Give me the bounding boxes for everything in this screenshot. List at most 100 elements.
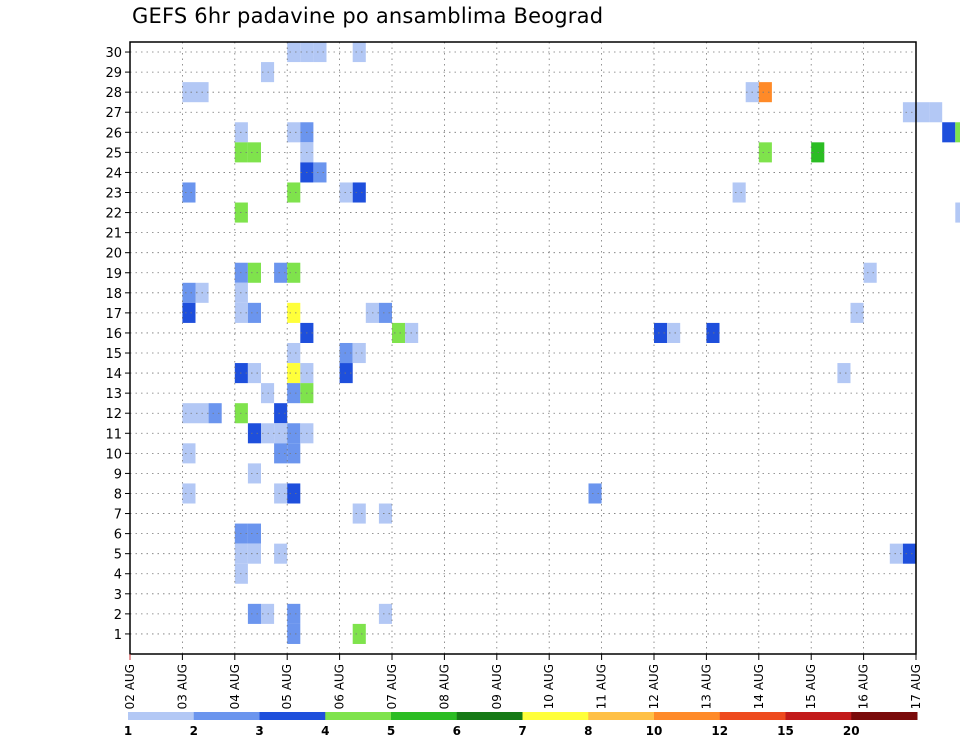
colorbar-segment: [719, 712, 786, 720]
heatmap-cell: [916, 102, 930, 123]
y-tick-label: 3: [114, 588, 122, 603]
heatmap-cell: [942, 122, 956, 143]
colorbar-label: 20: [843, 724, 860, 738]
x-tick-label: 14 AUG: [752, 664, 766, 709]
heatmap-cell: [247, 463, 261, 484]
y-tick-label: 20: [105, 247, 122, 262]
colorbar-label: 12: [711, 724, 728, 738]
colorbar-label: 2: [190, 724, 198, 738]
x-tick-label: 12 AUG: [647, 664, 661, 709]
x-tick-label: 17 AUG: [909, 664, 923, 709]
heatmap-cell: [706, 322, 720, 343]
colorbar-segment: [522, 712, 589, 720]
colorbar-label: 4: [321, 724, 329, 738]
cells-layer: [182, 42, 960, 644]
plot-frame: [129, 41, 917, 655]
y-tick-label: 26: [105, 126, 122, 141]
y-tick-label: 28: [105, 86, 122, 101]
colorbar-layer: 1 2 3 4 5 6 7 8 10 12 15 20: [124, 712, 918, 738]
heatmap-cell: [287, 483, 301, 504]
colorbar-label: 6: [453, 724, 461, 738]
heatmap-cell: [247, 603, 261, 624]
y-tick-label: 25: [105, 146, 122, 161]
heatmap-cell: [339, 363, 353, 384]
colorbar-segment: [128, 712, 195, 720]
y-tick-label: 29: [105, 66, 122, 81]
heatmap-cell: [758, 142, 772, 163]
x-tick-label: 13 AUG: [699, 664, 713, 709]
y-tick-label: 1: [114, 628, 122, 643]
heatmap-cell: [182, 302, 196, 323]
x-tick-label: 09 AUG: [490, 664, 504, 709]
heatmap-cell: [837, 363, 851, 384]
heatmap-cell: [182, 483, 196, 504]
y-tick-label: 30: [105, 46, 122, 61]
colorbar-segment: [193, 712, 260, 720]
heatmap-cell: [732, 182, 746, 203]
heatmap-cell: [378, 302, 392, 323]
heatmap-cell: [352, 503, 366, 524]
heatmap-cell: [247, 423, 261, 444]
heatmap-cell: [339, 182, 353, 203]
colorbar-label: 5: [387, 724, 395, 738]
colorbar-segment: [259, 712, 326, 720]
heatmap-cell: [955, 202, 960, 223]
y-tick-label: 18: [105, 287, 122, 302]
x-tick-label: 15 AUG: [804, 664, 818, 709]
x-tick-label: 04 AUG: [228, 664, 242, 709]
heatmap-cell: [352, 342, 366, 364]
heatmap-cell: [929, 102, 943, 123]
heatmap-cell: [889, 543, 903, 564]
heatmap-cell: [274, 443, 288, 464]
heatmap-cell: [287, 122, 301, 143]
heatmap-cell: [287, 423, 301, 444]
heatmap-cell: [287, 342, 301, 364]
colorbar-segment: [391, 712, 458, 720]
y-tick-label: 9: [114, 467, 122, 482]
y-tick-label: 21: [105, 227, 122, 242]
y-tick-label: 6: [114, 528, 122, 543]
y-tick-label: 23: [105, 186, 122, 201]
y-tick-label: 16: [105, 327, 122, 342]
x-tick-label: 02 AUG: [123, 664, 137, 709]
y-tick-label: 15: [105, 347, 122, 362]
heatmap-cell: [247, 543, 261, 564]
heatmap-cell: [667, 322, 681, 343]
x-tick-label: 16 AUG: [857, 664, 871, 709]
heatmap-cell: [274, 423, 288, 444]
heatmap-cell: [182, 182, 196, 203]
y-tick-label: 22: [105, 207, 122, 222]
y-tick-label: 8: [114, 487, 122, 502]
heatmap-cell: [247, 363, 261, 384]
colorbar-segment: [325, 712, 392, 720]
heatmap-cell: [287, 623, 301, 644]
heatmap-cell: [287, 363, 301, 384]
heatmap-cell: [863, 262, 877, 283]
y-tick-label: 14: [105, 367, 122, 382]
heatmap-cell: [287, 42, 301, 63]
colorbar-segment: [456, 712, 523, 720]
colorbar-segment: [588, 712, 655, 720]
heatmap-cell: [274, 483, 288, 504]
y-tick-label: 4: [114, 568, 122, 583]
x-tick-label: 05 AUG: [280, 664, 294, 709]
x-tick-label: 11 AUG: [595, 664, 609, 709]
colorbar-label: 8: [584, 724, 592, 738]
grid-layer: [130, 42, 916, 654]
heatmap-cell: [313, 42, 327, 63]
heatmap-cell: [902, 543, 916, 564]
heatmap-cell: [902, 102, 916, 123]
heatmap-cell: [588, 483, 602, 504]
heatmap-cell: [339, 342, 353, 364]
heatmap-cell: [352, 182, 366, 203]
x-tick-label: 03 AUG: [175, 664, 189, 709]
y-tick-label: 24: [105, 166, 122, 181]
heatmap-cell: [182, 403, 196, 424]
y-tick-label: 17: [105, 307, 122, 322]
heatmap-cell: [378, 603, 392, 624]
y-tick-label: 27: [105, 106, 122, 121]
heatmap-cell: [313, 162, 327, 183]
y-tick-label: 5: [114, 548, 122, 563]
heatmap-cell: [287, 262, 301, 283]
heatmap-cell: [378, 503, 392, 524]
